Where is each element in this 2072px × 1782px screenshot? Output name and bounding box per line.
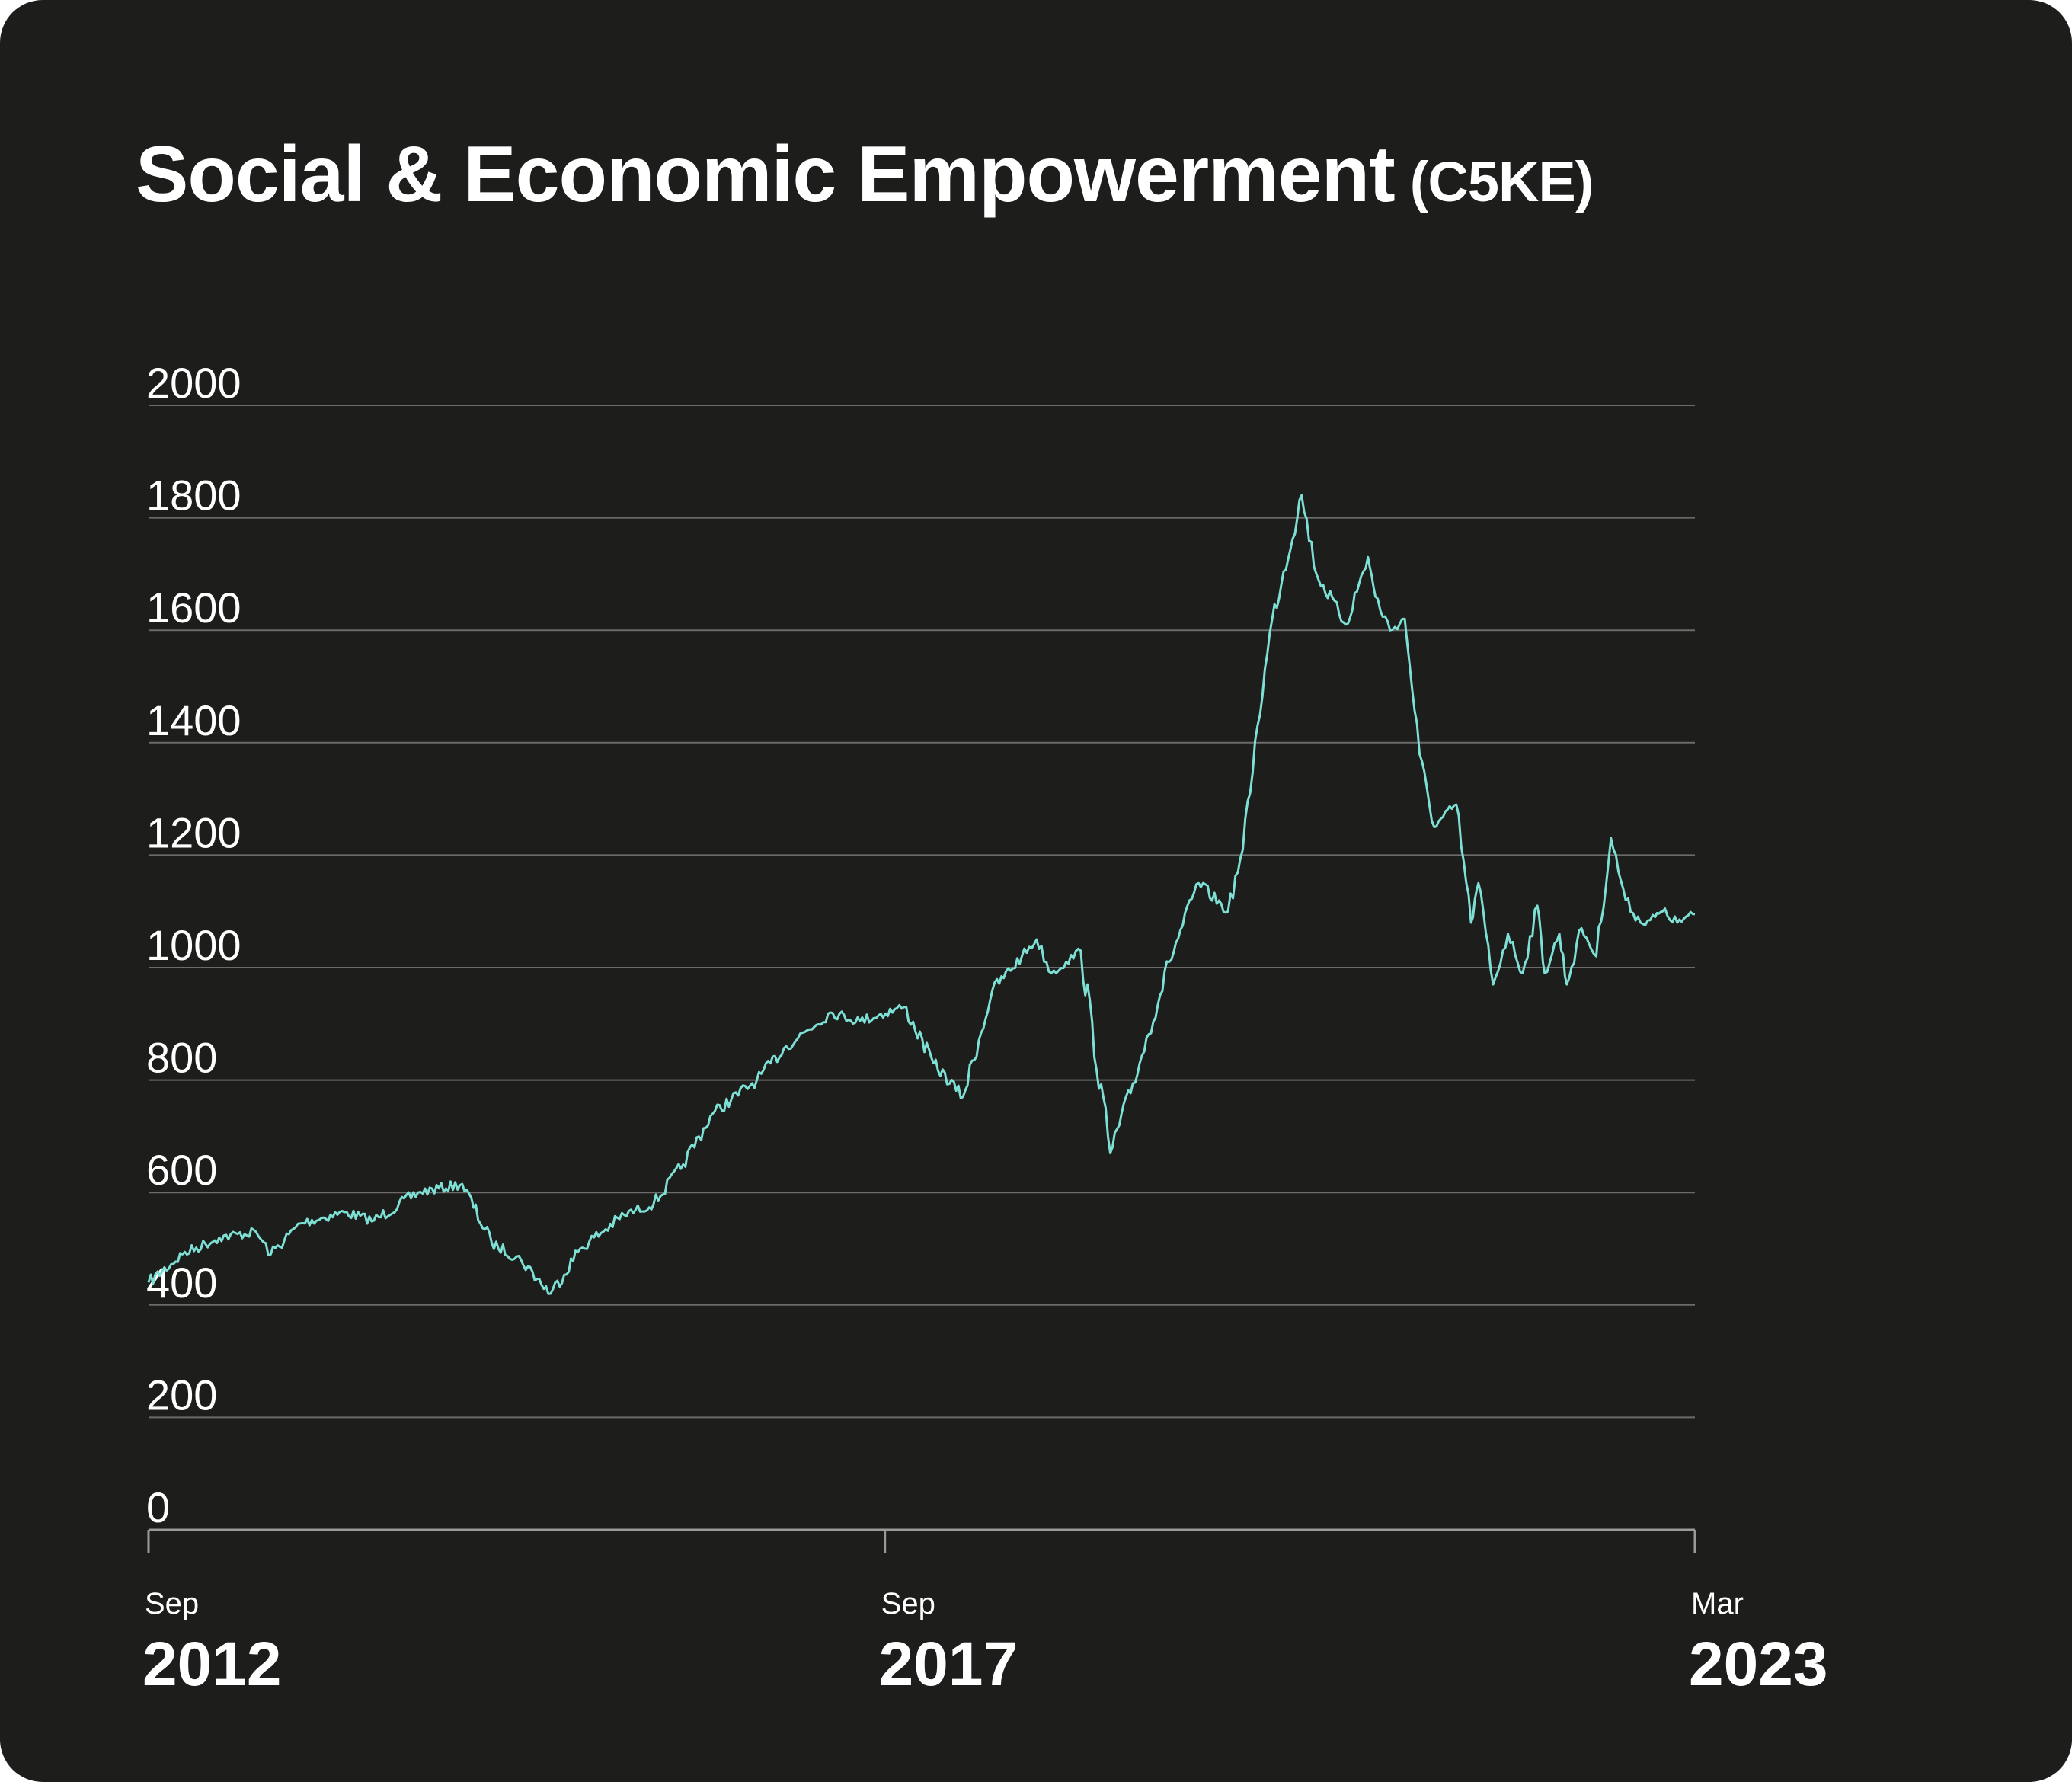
y-tick-label: 200	[146, 1371, 217, 1419]
x-tick-year: 2023	[1689, 1630, 1827, 1699]
x-tick-month: Sep	[881, 1587, 935, 1620]
chart-title-text: Social & Economic Empowerment	[136, 130, 1396, 219]
y-tick-label: 0	[146, 1483, 170, 1531]
y-tick-label: 1400	[146, 696, 241, 744]
y-tick-label: 1800	[146, 472, 241, 520]
y-tick-label: 2000	[146, 359, 241, 407]
y-tick-label: 800	[146, 1034, 217, 1082]
x-tick-year: 2012	[142, 1630, 281, 1699]
ticker-symbol: (C5KE)	[1409, 150, 1594, 213]
x-tick-year: 2017	[879, 1630, 1018, 1699]
chart-title: Social & Economic Empowerment (C5KE)	[136, 130, 1594, 220]
y-tick-label: 400	[146, 1259, 217, 1307]
y-tick-label: 1000	[146, 921, 241, 969]
x-tick-month: Mar	[1691, 1587, 1744, 1620]
x-tick-month: Sep	[145, 1587, 199, 1620]
y-tick-label: 1600	[146, 584, 241, 632]
series-line-c5ke	[147, 494, 1696, 1295]
y-tick-label: 600	[146, 1146, 217, 1194]
y-tick-label: 1200	[146, 808, 241, 856]
